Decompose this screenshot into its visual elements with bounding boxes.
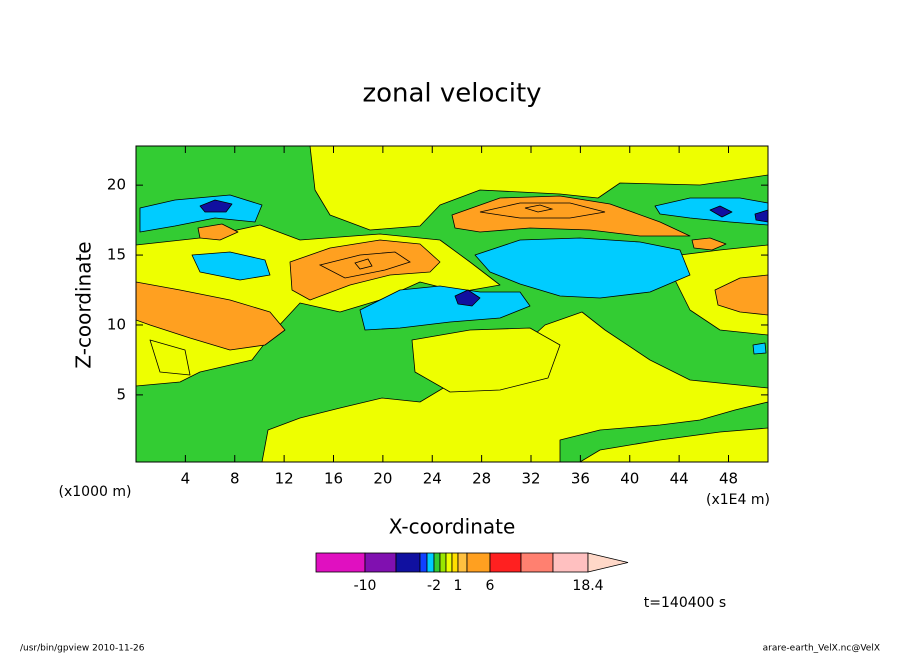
colorbar-tick-label: 6 bbox=[486, 578, 495, 594]
contour-area bbox=[136, 146, 768, 462]
x-tick-label: 44 bbox=[670, 470, 689, 488]
chart-title: zonal velocity bbox=[362, 79, 541, 109]
colorbar-segment bbox=[445, 552, 453, 573]
colorbar-segment bbox=[457, 552, 468, 573]
plot-frame bbox=[135, 145, 769, 463]
x-tick-label: 16 bbox=[324, 470, 343, 488]
y-axis-label: Z-coordinate bbox=[72, 241, 96, 368]
contour-region bbox=[454, 289, 481, 307]
x-tick-label: 40 bbox=[620, 470, 639, 488]
colorbar-segment bbox=[395, 552, 421, 573]
contour-region bbox=[579, 427, 768, 462]
colorbar-segment bbox=[426, 552, 435, 573]
contour-region bbox=[191, 251, 271, 281]
footer-right: arare-earth_VelX.nc@VelX bbox=[763, 644, 880, 654]
x-tick-label: 28 bbox=[472, 470, 491, 488]
x-tick-label: 32 bbox=[521, 470, 540, 488]
x-tick-label: 8 bbox=[230, 470, 240, 488]
contour-region bbox=[411, 327, 561, 393]
contour-line bbox=[354, 258, 373, 270]
colorbar-segment bbox=[433, 552, 441, 573]
x-tick-label: 4 bbox=[181, 470, 191, 488]
colorbar-tick-label: 18.4 bbox=[572, 578, 603, 594]
colorbar-segment bbox=[520, 552, 554, 573]
colorbar-segment bbox=[489, 552, 522, 573]
axes: 4 8 12 16 20 24 28 32 36 40 44 48 bbox=[135, 145, 769, 488]
y-tick-label: 20 bbox=[107, 176, 126, 194]
contour-region bbox=[136, 281, 286, 351]
x-tick-label: 24 bbox=[423, 470, 442, 488]
contour-line bbox=[318, 251, 411, 279]
colorbar-segment bbox=[315, 552, 366, 573]
contour-line bbox=[524, 204, 554, 213]
x-tick-label: 48 bbox=[719, 470, 738, 488]
contour-region bbox=[149, 339, 191, 376]
colorbar-tick-label: -2 bbox=[427, 578, 441, 594]
colorbar-segment bbox=[466, 552, 491, 573]
x-unit-label: (x1E4 m) bbox=[706, 492, 770, 508]
colorbar-segment bbox=[439, 552, 447, 573]
colorbar-tick-label: -10 bbox=[354, 578, 377, 594]
footer-left: /usr/bin/gpview 2010-11-26 bbox=[20, 644, 145, 654]
contour-region bbox=[359, 285, 531, 331]
contour-region bbox=[261, 311, 768, 462]
contour-region bbox=[654, 197, 768, 226]
contour-region bbox=[199, 199, 233, 213]
contour-region bbox=[474, 237, 691, 299]
x-tick-label: 36 bbox=[571, 470, 590, 488]
contour-region bbox=[754, 209, 768, 223]
contour-region bbox=[197, 223, 239, 241]
contour-region bbox=[289, 239, 441, 301]
x-tick-label: 20 bbox=[373, 470, 392, 488]
contour-region bbox=[752, 342, 767, 355]
colorbar-segment bbox=[552, 552, 589, 573]
contour-region bbox=[451, 195, 691, 237]
colorbar-tick-label: 1 bbox=[454, 578, 463, 594]
annotation: t=140400 s bbox=[644, 595, 726, 611]
x-tick-label: 12 bbox=[275, 470, 294, 488]
y-unit-label: (x1000 m) bbox=[59, 484, 132, 500]
x-axis-label: X-coordinate bbox=[389, 515, 516, 539]
contour-region bbox=[309, 146, 768, 231]
y-tick-label: 15 bbox=[107, 246, 126, 264]
contour-line bbox=[479, 202, 606, 219]
colorbar-segment bbox=[451, 552, 459, 573]
y-tick-label: 5 bbox=[116, 385, 126, 403]
colorbar-segment bbox=[419, 552, 428, 573]
contour-region bbox=[691, 237, 727, 251]
contour-region bbox=[714, 274, 768, 316]
contour-region bbox=[709, 205, 733, 218]
y-tick-label: 10 bbox=[107, 315, 126, 333]
colorbar-segment bbox=[364, 552, 397, 573]
colorbar-extension bbox=[587, 552, 629, 573]
